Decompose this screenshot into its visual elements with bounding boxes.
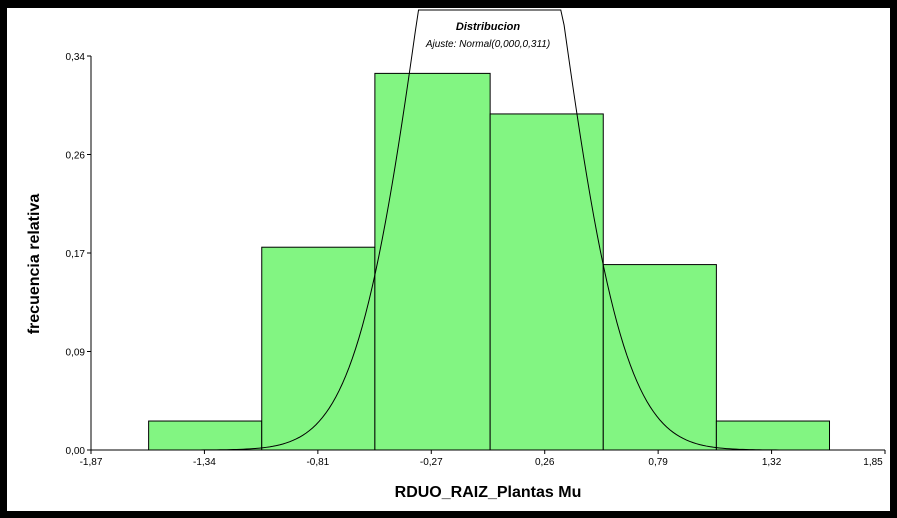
x-tick-label: -0,81 (306, 457, 329, 468)
y-tick-label: 0,09 (66, 348, 86, 359)
x-axis-label: RDUO_RAIZ_Plantas Mu (395, 484, 582, 501)
histogram-bar (715, 420, 831, 451)
y-tick-label: 0,26 (66, 151, 86, 162)
x-tick-label: -0,27 (420, 457, 443, 468)
histogram-bar (261, 246, 376, 451)
y-axis-ticks: 0,00 0,09 0,17 0,26 0,34 (66, 52, 91, 457)
x-tick-label: -1,34 (193, 457, 216, 468)
histogram-chart: Distribucion Ajuste: Normal(0,000,0,311)… (26, 9, 886, 501)
x-tick-label: 0,26 (535, 457, 555, 468)
y-tick-label: 0,00 (66, 446, 86, 457)
chart-subtitle: Ajuste: Normal(0,000,0,311) (425, 39, 550, 50)
histogram-bar (602, 264, 717, 451)
x-axis-ticks: -1,87 -1,34 -0,81 -0,27 0,26 0,79 1,32 1,85 (80, 450, 886, 468)
histogram-bar (489, 113, 604, 451)
histogram-bar (148, 420, 263, 451)
y-tick-label: 0,17 (66, 249, 86, 260)
histogram-bars (148, 72, 831, 451)
x-tick-label: 0,79 (648, 457, 668, 468)
chart-panel: Distribucion Ajuste: Normal(0,000,0,311)… (7, 8, 890, 511)
y-axis-label: frecuencia relativa (26, 194, 43, 335)
x-tick-label: 1,32 (762, 457, 782, 468)
chart-title: Distribucion (456, 21, 520, 33)
x-tick-label: 1,85 (863, 457, 883, 468)
x-tick-label: -1,87 (80, 457, 103, 468)
y-tick-label: 0,34 (66, 52, 86, 63)
histogram-bar (374, 72, 491, 451)
